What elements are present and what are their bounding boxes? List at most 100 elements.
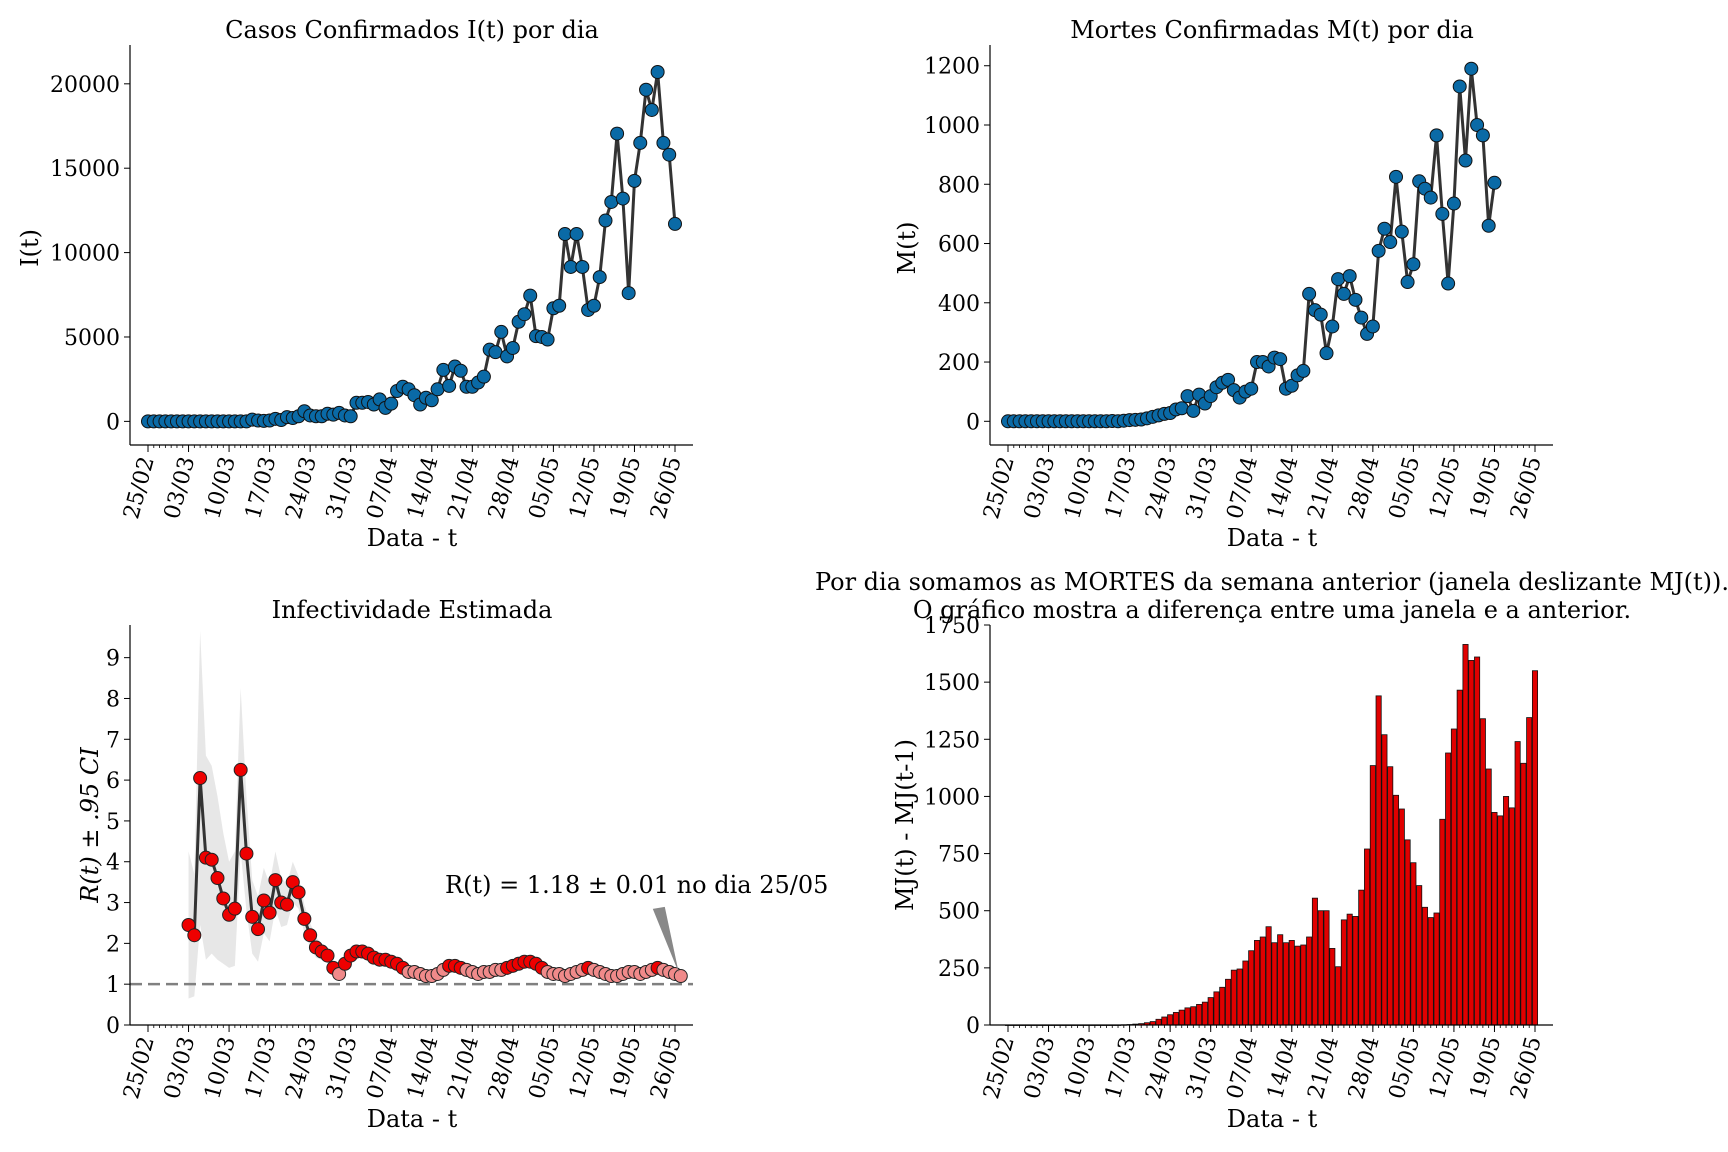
x-tick-label: 07/04	[1222, 1034, 1263, 1102]
rt-xlabel: Data - t	[367, 1105, 458, 1133]
deaths-point	[1458, 153, 1473, 168]
deaths-point	[1331, 272, 1346, 287]
y-tick-label: 10000	[50, 242, 120, 267]
cases-point	[621, 286, 636, 301]
x-tick-label: 28/04	[1344, 1034, 1385, 1102]
deaths-point	[1365, 319, 1380, 334]
cases-marks	[141, 65, 682, 429]
deaths-point	[1406, 257, 1421, 272]
window-bar	[1213, 991, 1220, 1026]
rt-axes: 0 1 2 3 4 5 6 7 8 9 25/02 03/03 10/03 17/03 24/03 31/03…	[106, 625, 693, 1102]
window-bar	[1404, 839, 1411, 1026]
cases-point	[343, 409, 358, 424]
window-bar	[1381, 734, 1388, 1026]
window-bar	[1369, 765, 1376, 1026]
y-tick-label: 800	[938, 173, 980, 198]
window-bar	[1155, 1018, 1162, 1026]
deaths-point	[1244, 381, 1259, 396]
y-tick-label: 4	[106, 851, 120, 876]
x-tick-label: 31/03	[1182, 1034, 1223, 1102]
cases-point	[650, 65, 665, 80]
deaths-point	[1371, 243, 1386, 258]
window-marks	[1004, 644, 1539, 1026]
window-bar	[1254, 940, 1261, 1026]
cases-point	[610, 126, 625, 141]
rt-point	[268, 873, 283, 888]
window-bar	[1277, 934, 1284, 1026]
x-tick-label: 10/03	[200, 1034, 241, 1102]
window-bar	[1271, 942, 1278, 1026]
rt-point	[303, 928, 318, 943]
y-tick-label: 500	[938, 900, 980, 925]
rt-chart: Infectividade Estimada Data - t R(t) ± .…	[76, 596, 828, 1133]
window-bar	[1445, 752, 1452, 1026]
x-tick-label: 03/03	[160, 1034, 201, 1102]
cases-point	[668, 216, 682, 231]
window-bar	[1236, 968, 1243, 1026]
deaths-point	[1342, 269, 1357, 284]
x-tick-label: 26/05	[1506, 1034, 1547, 1102]
deaths-point	[1377, 221, 1392, 236]
cases-point	[557, 227, 572, 242]
window-bar	[1294, 945, 1301, 1026]
y-tick-label: 1000	[924, 785, 980, 810]
window-bar	[1184, 1007, 1191, 1026]
x-tick-label: 25/02	[979, 1034, 1020, 1102]
y-tick-label: 200	[938, 351, 980, 376]
x-tick-label: 24/03	[1141, 1034, 1182, 1102]
y-tick-label: 600	[938, 233, 980, 258]
rt-point	[279, 897, 294, 912]
rt-ylabel: R(t) ± .95 CI	[76, 747, 104, 904]
x-tick-label: 31/03	[1182, 454, 1223, 522]
y-tick-label: 1000	[924, 114, 980, 139]
y-tick-label: 2	[106, 932, 120, 957]
x-tick-label: 26/05	[1506, 454, 1547, 522]
window-bar	[1190, 1006, 1197, 1026]
deaths-point	[1487, 175, 1502, 190]
rt-point	[227, 901, 242, 916]
window-bar	[1219, 986, 1226, 1026]
window-bar	[1225, 978, 1232, 1026]
cases-point	[598, 213, 613, 228]
y-tick-label: 9	[106, 647, 120, 672]
window-chart: Por dia somamos as MORTES da semana ante…	[815, 568, 1728, 1133]
window-xlabel: Data - t	[1227, 1105, 1318, 1133]
cases-point	[575, 259, 590, 274]
window-bar	[1456, 689, 1463, 1026]
y-tick-label: 3	[106, 892, 120, 917]
window-bar	[1468, 660, 1475, 1026]
x-tick-label: 07/04	[1222, 454, 1263, 522]
y-tick-label: 0	[966, 1014, 980, 1039]
cases-point	[505, 340, 520, 355]
cases-point	[488, 345, 503, 360]
window-bar	[1358, 889, 1365, 1026]
y-tick-label: 1200	[924, 55, 980, 80]
rt-point	[291, 885, 306, 900]
y-tick-label: 0	[106, 410, 120, 435]
window-bar	[1503, 796, 1510, 1026]
x-tick-label: 17/03	[241, 454, 282, 522]
y-tick-label: 750	[938, 843, 980, 868]
cases-point	[644, 102, 659, 117]
cases-point	[517, 307, 532, 322]
window-bar	[1329, 948, 1336, 1026]
window-bar	[1531, 670, 1539, 1026]
x-tick-label: 05/05	[525, 1034, 566, 1102]
cases-series-line	[148, 71, 677, 423]
x-tick-label: 05/05	[525, 454, 566, 522]
window-bar	[1352, 916, 1359, 1026]
x-tick-label: 21/04	[1304, 454, 1345, 522]
window-bar	[1230, 969, 1237, 1026]
y-tick-label: 400	[938, 292, 980, 317]
window-bar	[1491, 812, 1498, 1026]
y-tick-label: 7	[106, 728, 120, 753]
deaths-point	[1180, 389, 1195, 404]
window-bar	[1242, 960, 1249, 1026]
window-bar	[1201, 1001, 1208, 1026]
cases-axes: 0 5000 10000 15000 20000 25/02 03/03 10/03 17/03…	[50, 45, 693, 522]
window-bar	[1317, 910, 1324, 1026]
deaths-title: Mortes Confirmadas M(t) por dia	[1070, 16, 1474, 44]
cases-title: Casos Confirmados I(t) por dia	[225, 16, 599, 44]
x-tick-label: 12/05	[565, 454, 606, 522]
x-tick-label: 05/05	[1385, 1034, 1426, 1102]
